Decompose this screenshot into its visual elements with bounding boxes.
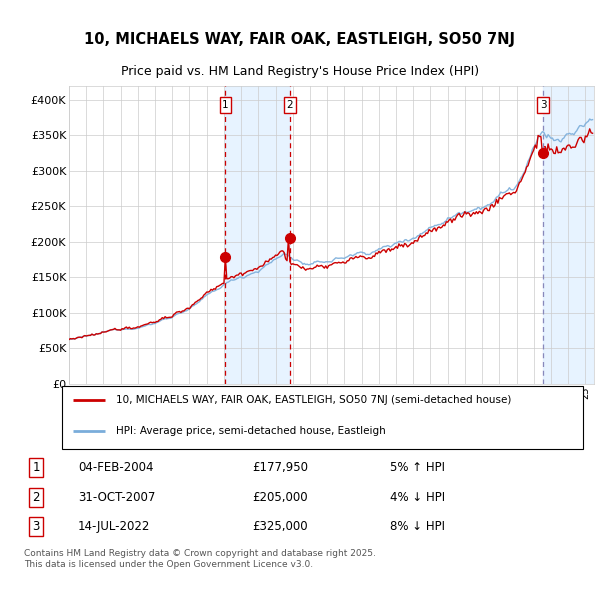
Text: 3: 3 <box>540 100 547 110</box>
FancyBboxPatch shape <box>62 386 583 448</box>
Text: 04-FEB-2004: 04-FEB-2004 <box>78 461 154 474</box>
Text: 8% ↓ HPI: 8% ↓ HPI <box>390 520 445 533</box>
Text: 14-JUL-2022: 14-JUL-2022 <box>78 520 151 533</box>
Text: 1: 1 <box>222 100 229 110</box>
Text: 5% ↑ HPI: 5% ↑ HPI <box>390 461 445 474</box>
Text: £205,000: £205,000 <box>252 490 308 504</box>
Bar <box>543 86 594 384</box>
Text: £177,950: £177,950 <box>252 461 308 474</box>
Text: 4% ↓ HPI: 4% ↓ HPI <box>390 490 445 504</box>
Text: 10, MICHAELS WAY, FAIR OAK, EASTLEIGH, SO50 7NJ (semi-detached house): 10, MICHAELS WAY, FAIR OAK, EASTLEIGH, S… <box>116 395 511 405</box>
Text: 1: 1 <box>32 461 40 474</box>
Text: 10, MICHAELS WAY, FAIR OAK, EASTLEIGH, SO50 7NJ: 10, MICHAELS WAY, FAIR OAK, EASTLEIGH, S… <box>85 32 515 47</box>
Text: 2: 2 <box>287 100 293 110</box>
Text: 31-OCT-2007: 31-OCT-2007 <box>78 490 155 504</box>
Text: Price paid vs. HM Land Registry's House Price Index (HPI): Price paid vs. HM Land Registry's House … <box>121 65 479 78</box>
Text: Contains HM Land Registry data © Crown copyright and database right 2025.
This d: Contains HM Land Registry data © Crown c… <box>24 549 376 569</box>
Bar <box>226 86 290 384</box>
Text: £325,000: £325,000 <box>252 520 308 533</box>
Text: 2: 2 <box>32 490 40 504</box>
Text: HPI: Average price, semi-detached house, Eastleigh: HPI: Average price, semi-detached house,… <box>116 426 386 436</box>
Text: 3: 3 <box>32 520 40 533</box>
